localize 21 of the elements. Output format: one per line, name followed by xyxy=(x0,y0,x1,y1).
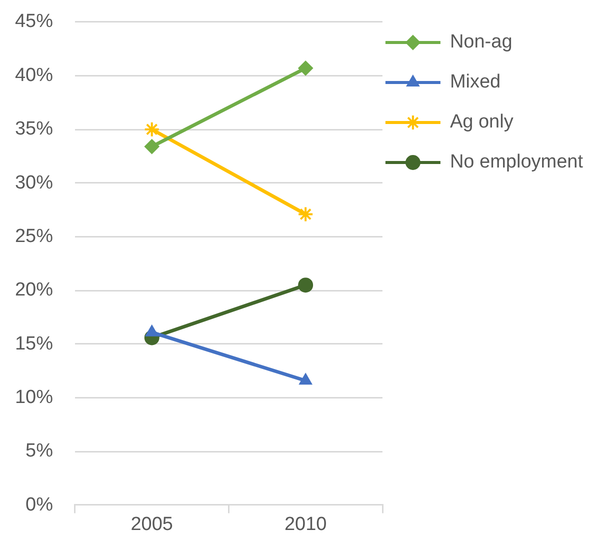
x-tick-label: 2005 xyxy=(130,514,173,535)
legend-label: Non-ag xyxy=(450,32,512,53)
point xyxy=(144,121,160,138)
y-tick-label: 25% xyxy=(14,226,54,247)
x-tick-label: 2010 xyxy=(284,514,327,535)
point xyxy=(298,60,314,76)
legend-label: No employment xyxy=(450,152,584,173)
point xyxy=(298,206,314,222)
legend-label: Ag only xyxy=(450,112,514,133)
legend-label: Mixed xyxy=(450,72,501,93)
point xyxy=(144,139,160,154)
y-tick-label: 0% xyxy=(26,494,54,516)
y-tick-label: 35% xyxy=(14,118,54,140)
y-tick-label: 10% xyxy=(14,387,54,408)
y-tick-label: 15% xyxy=(14,333,54,354)
y-tick-label: 40% xyxy=(14,64,54,86)
y-tick-label: 45% xyxy=(14,11,54,32)
point xyxy=(298,278,314,293)
y-tick-label: 5% xyxy=(26,440,54,462)
y-tick-label: 20% xyxy=(14,280,54,301)
y-tick-label: 30% xyxy=(14,172,54,194)
